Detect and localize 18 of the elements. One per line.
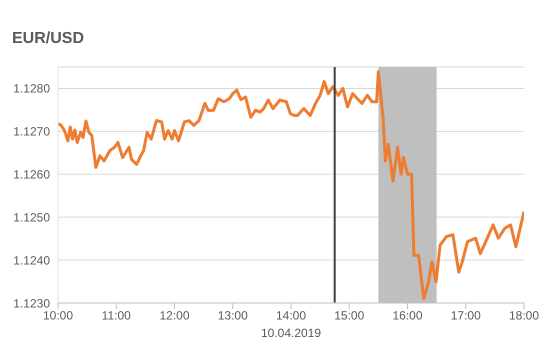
y-tick-label: 1.1260 [13,168,50,182]
x-tick-label: 14:00 [276,308,306,323]
x-tick-label: 11:00 [102,308,132,323]
x-tick-label: 16:00 [392,308,423,323]
x-tick-label: 10:00 [42,308,74,323]
x-tick-label: 13:00 [218,308,248,323]
y-tick-label: 1.1250 [13,210,50,224]
y-tick-label: 1.1240 [13,253,50,268]
x-tick-label: 15:00 [334,308,365,323]
chart-title: EUR/USD [12,30,84,48]
x-axis-title: 10.04.2019 [260,326,322,340]
y-tick-label: 1.1230 [13,296,50,310]
x-tick-label: 17:00 [450,308,482,323]
y-tick-label: 1.1270 [13,124,50,139]
x-tick-label: 18:00 [508,308,540,323]
line-series [58,70,524,300]
x-tick-label: 12:00 [159,308,190,323]
y-tick-label: 1.1280 [13,82,50,96]
